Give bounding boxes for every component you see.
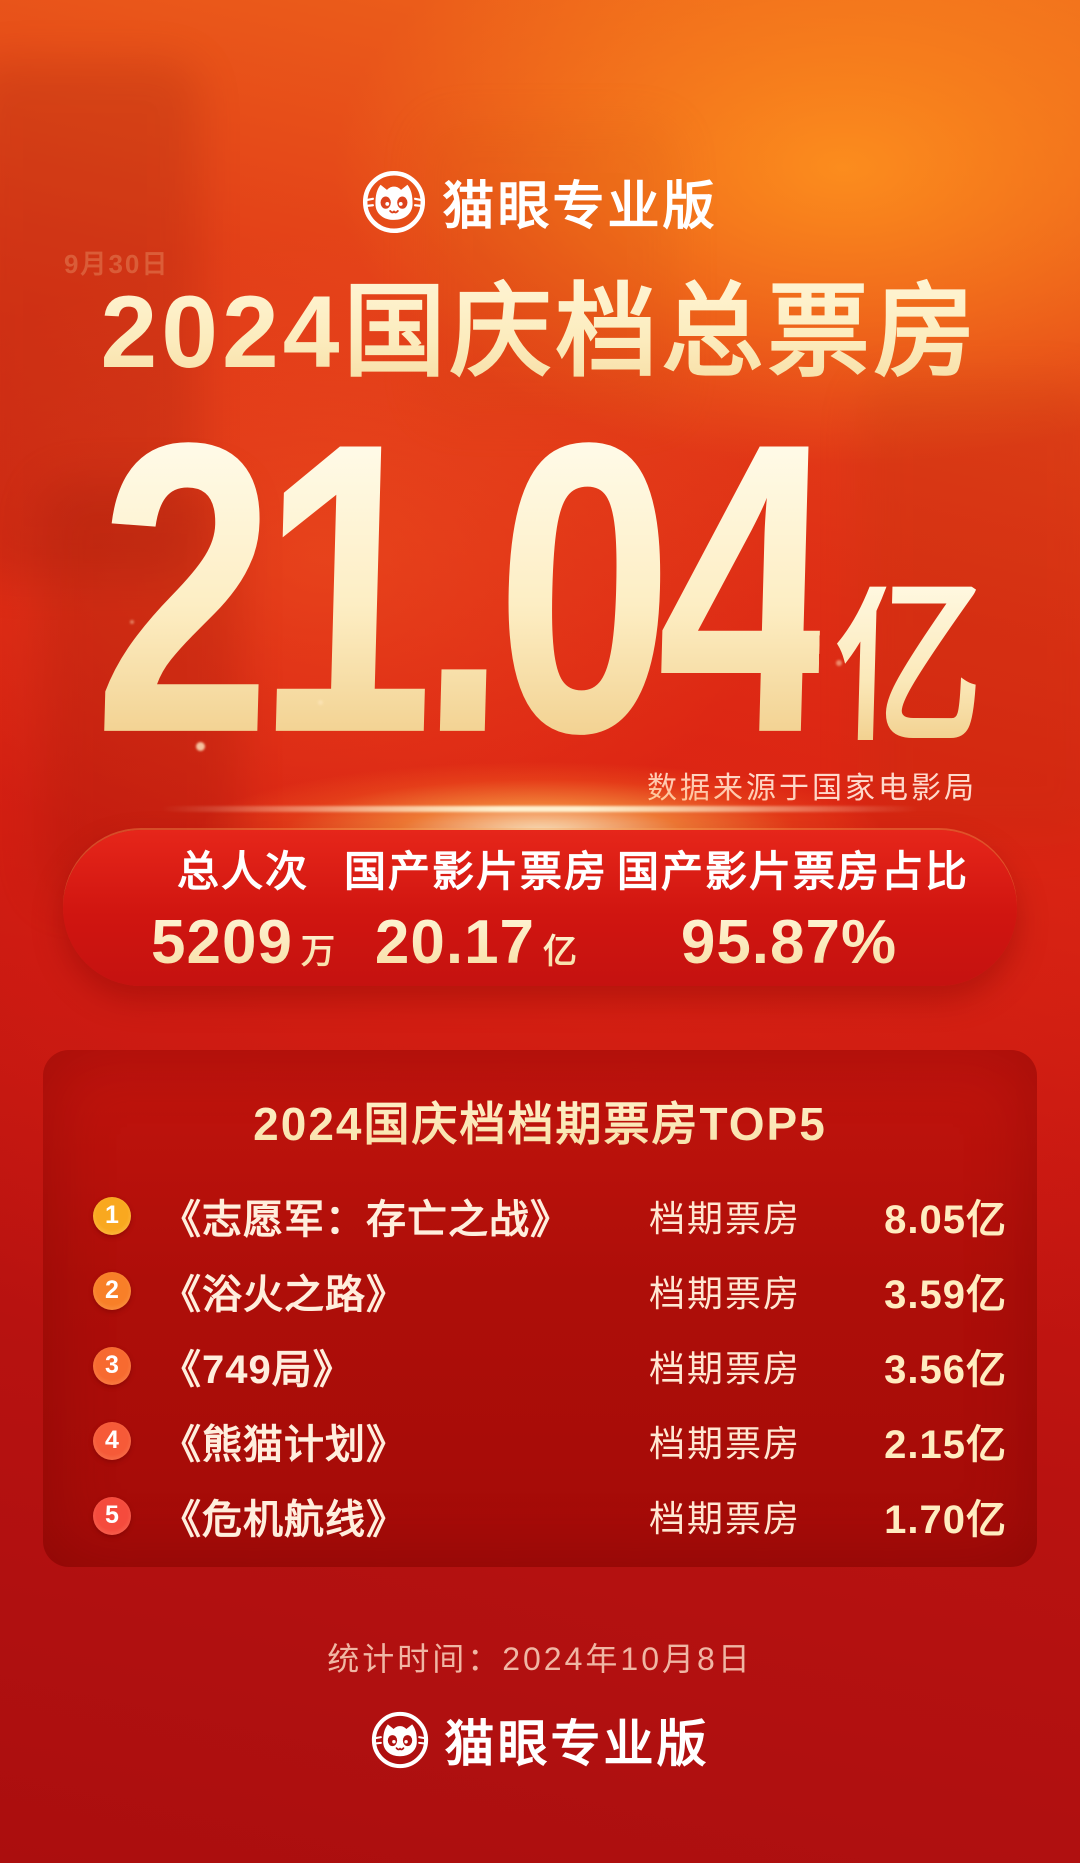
rank-badge: 3 (93, 1346, 131, 1385)
box-office-value: 1.70亿 (884, 1497, 1007, 1542)
sunburst-core-line (160, 806, 920, 812)
poster-title: 2024国庆档总票房 (0, 250, 1080, 397)
brand-name: 猫眼专业版 (442, 178, 718, 236)
maoyan-cat-icon (371, 1711, 428, 1769)
rank-badge: 2 (93, 1271, 131, 1310)
total-box-office-unit: 亿 (832, 554, 987, 770)
headline-number: 21.04 亿 (0, 337, 1080, 820)
brand-name: 猫眼专业版 (444, 1716, 710, 1772)
metric-label: 档期票房 (648, 1347, 801, 1389)
collage-blob (0, 60, 200, 580)
stat-item-attendance: 总人次 5209 万 (151, 838, 335, 978)
sparkle (836, 660, 842, 666)
box-office-value: 3.56亿 (884, 1347, 1007, 1392)
top5-list: 1 《志愿军：存亡之战》 档期票房 8.05亿 2 《浴火之路》 档期票房 3.… (43, 1178, 1037, 1553)
box-office-value: 8.05亿 (884, 1197, 1007, 1242)
movie-title: 《志愿军：存亡之战》 (161, 1197, 571, 1242)
sparkle (196, 742, 205, 751)
movie-title: 《749局》 (161, 1347, 354, 1392)
top5-row: 3 《749局》 档期票房 3.56亿 (43, 1328, 1037, 1403)
stat-item-domestic-boxoffice: 国产影片票房 20.17 亿 (344, 838, 608, 978)
top5-title: 2024国庆档档期票房TOP5 (43, 1088, 1037, 1154)
rank-badge: 4 (93, 1421, 131, 1460)
maoyan-cat-icon (363, 170, 426, 233)
stat-unit: 亿 (543, 924, 577, 973)
stat-label: 国产影片票房占比 (616, 848, 969, 895)
box-office-value: 3.59亿 (884, 1272, 1007, 1317)
collage-blob (420, 120, 680, 420)
data-source-note: 数据来源于国家电影局 (647, 772, 977, 805)
top5-row: 5 《危机航线》 档期票房 1.70亿 (43, 1478, 1037, 1553)
top5-row: 1 《志愿军：存亡之战》 档期票房 8.05亿 (43, 1178, 1037, 1253)
top5-row: 2 《浴火之路》 档期票房 3.59亿 (43, 1253, 1037, 1328)
top5-row: 4 《熊猫计划》 档期票房 2.15亿 (43, 1403, 1037, 1478)
movie-title: 《浴火之路》 (161, 1272, 407, 1317)
movie-title: 《危机航线》 (161, 1497, 407, 1542)
sparkle (130, 620, 134, 624)
stats-panel: 总人次 5209 万 国产影片票房 20.17 亿 国产影片票房占比 95.87… (63, 830, 1017, 986)
sparkle (318, 700, 323, 705)
metric-label: 档期票房 (648, 1197, 801, 1239)
stat-value: 20.17 (374, 908, 536, 977)
metric-label: 档期票房 (648, 1272, 801, 1314)
stat-time: 统计时间：2024年10月8日 (327, 1641, 753, 1677)
collage-date-text: 9月30日 (64, 244, 169, 281)
metric-label: 档期票房 (648, 1497, 801, 1539)
top5-card: 2024国庆档档期票房TOP5 1 《志愿军：存亡之战》 档期票房 8.05亿 … (43, 1050, 1037, 1567)
movie-title: 《熊猫计划》 (161, 1422, 407, 1467)
stat-label: 国产影片票房 (343, 848, 608, 895)
stat-unit: 万 (301, 924, 335, 973)
stat-value: 5209 (151, 908, 293, 977)
rank-badge: 1 (93, 1196, 131, 1235)
stat-value: 95.87% (680, 908, 898, 977)
brand-logo-bottom: 猫眼专业版 (0, 1704, 1080, 1776)
metric-label: 档期票房 (648, 1422, 801, 1464)
rank-badge: 5 (93, 1496, 131, 1535)
stat-item-domestic-share: 国产影片票房占比 95.87% (617, 838, 969, 978)
brand-logo-top: 猫眼专业版 (0, 164, 1080, 239)
stat-label: 总人次 (176, 848, 309, 895)
box-office-value: 2.15亿 (884, 1422, 1007, 1467)
total-box-office-value: 21.04 (90, 357, 828, 820)
